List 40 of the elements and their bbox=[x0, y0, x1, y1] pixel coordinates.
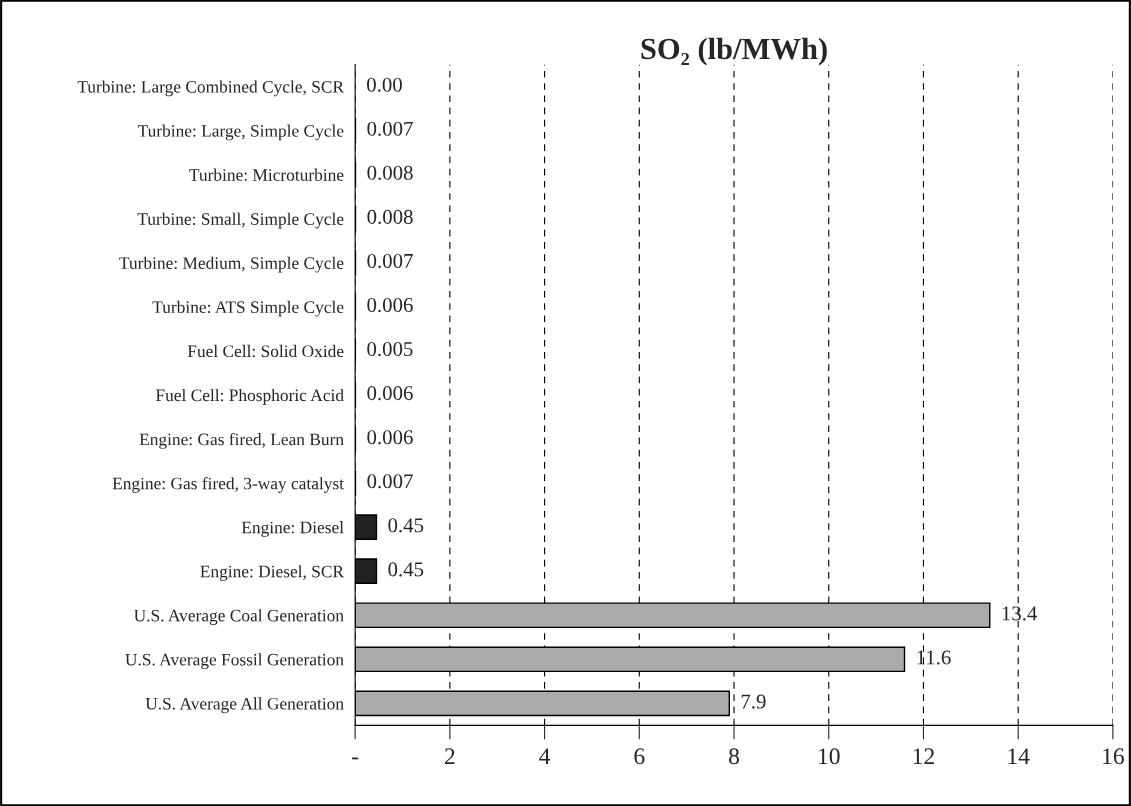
y-tick-label: Engine: Diesel, SCR bbox=[200, 565, 344, 581]
y-tick-label: Turbine: Large Combined Cycle, SCR bbox=[77, 80, 344, 97]
x-tick-label: 16 bbox=[1103, 748, 1125, 765]
y-tick-label: Fuel Cell: Phosphoric Acid bbox=[155, 388, 344, 405]
chart-title: SO₂ (lb/MWh) bbox=[641, 37, 827, 66]
data-label: 7.9 bbox=[741, 694, 766, 709]
y-tick-label: Engine: Gas fired, Lean Burn bbox=[139, 432, 344, 449]
data-label: 0.007 bbox=[367, 121, 413, 136]
y-tick-label: Engine: Diesel bbox=[241, 521, 344, 537]
x-tick-label: 10 bbox=[819, 748, 840, 765]
x-tick-label: 6 bbox=[634, 748, 645, 765]
data-label: 0.008 bbox=[367, 165, 413, 180]
data-label: 0.00 bbox=[367, 77, 402, 92]
data-label: 11.6 bbox=[917, 650, 951, 665]
data-label: 0.006 bbox=[367, 430, 413, 445]
x-tick-label: 2 bbox=[444, 748, 455, 765]
y-tick-label: Turbine: Small, Simple Cycle bbox=[137, 212, 344, 229]
y-tick-label: Turbine: ATS Simple Cycle bbox=[152, 300, 344, 317]
x-tick-label: 14 bbox=[1008, 748, 1030, 765]
y-tick-label: U.S. Average Coal Generation bbox=[134, 609, 344, 626]
data-label: 0.007 bbox=[367, 253, 413, 269]
data-label: 0.006 bbox=[367, 386, 413, 401]
data-label: 0.45 bbox=[388, 518, 424, 533]
data-label: 0.45 bbox=[388, 562, 424, 577]
x-tick-label: 12 bbox=[913, 748, 934, 765]
data-label: 0.006 bbox=[367, 297, 413, 313]
y-tick-label: Turbine: Medium, Simple Cycle bbox=[119, 256, 344, 273]
y-tick-label: Engine: Gas fired, 3-way catalyst bbox=[112, 476, 344, 493]
data-label: 0.007 bbox=[367, 474, 413, 489]
x-tick-label: - bbox=[352, 757, 359, 760]
y-tick-label: U.S. Average All Generation bbox=[145, 697, 344, 714]
x-tick-label: 4 bbox=[539, 748, 551, 765]
x-tick-label: 8 bbox=[729, 748, 740, 765]
y-tick-label: Turbine: Microturbine bbox=[189, 168, 344, 181]
y-tick-label: Turbine: Large, Simple Cycle bbox=[137, 124, 344, 141]
data-label: 0.005 bbox=[367, 342, 413, 357]
data-label: 13.4 bbox=[1002, 606, 1038, 621]
y-tick-label: Fuel Cell: Solid Oxide bbox=[187, 344, 344, 358]
y-tick-label: U.S. Average Fossil Generation bbox=[125, 653, 344, 670]
data-label: 0.008 bbox=[367, 209, 413, 224]
